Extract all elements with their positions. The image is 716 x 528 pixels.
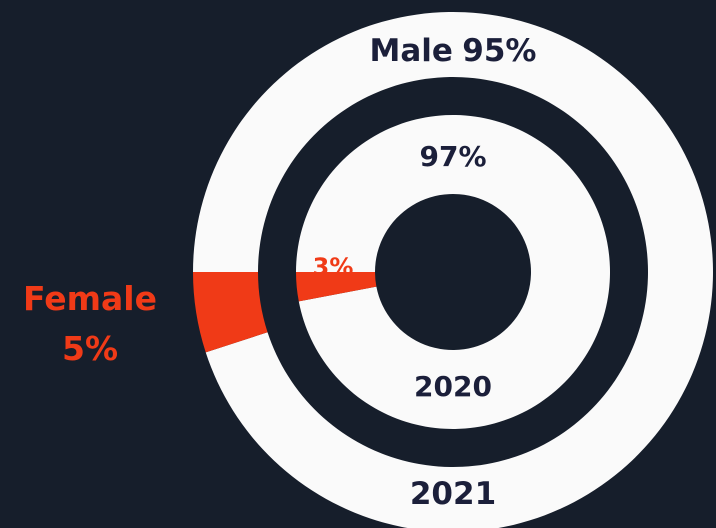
donut-segment [193, 272, 268, 353]
female-value-label: 5% [62, 329, 118, 368]
female-inner-value-label-part: 3% [313, 253, 354, 281]
ring-name-part: 2021 [410, 476, 496, 512]
value-label: 95% [462, 33, 536, 69]
donut-segment [193, 12, 713, 528]
male-inner-value-label-part: 97% [419, 140, 486, 173]
male-inner-value-label: 97% [419, 140, 486, 173]
female-label-part: Female [23, 279, 157, 318]
female-inner-value-label: 3% [313, 253, 354, 281]
donut-segment [296, 114, 610, 429]
ring-name-part: 2020 [414, 370, 492, 403]
ring-name: 2020 [414, 370, 492, 403]
female-value-label-part: 5% [62, 329, 118, 368]
male-outer-label: Male 95% [370, 33, 537, 69]
category-name: Male [370, 33, 453, 69]
ring-name: 2021 [410, 476, 496, 512]
female-label: Female [23, 279, 157, 318]
donut-segment [296, 272, 377, 302]
